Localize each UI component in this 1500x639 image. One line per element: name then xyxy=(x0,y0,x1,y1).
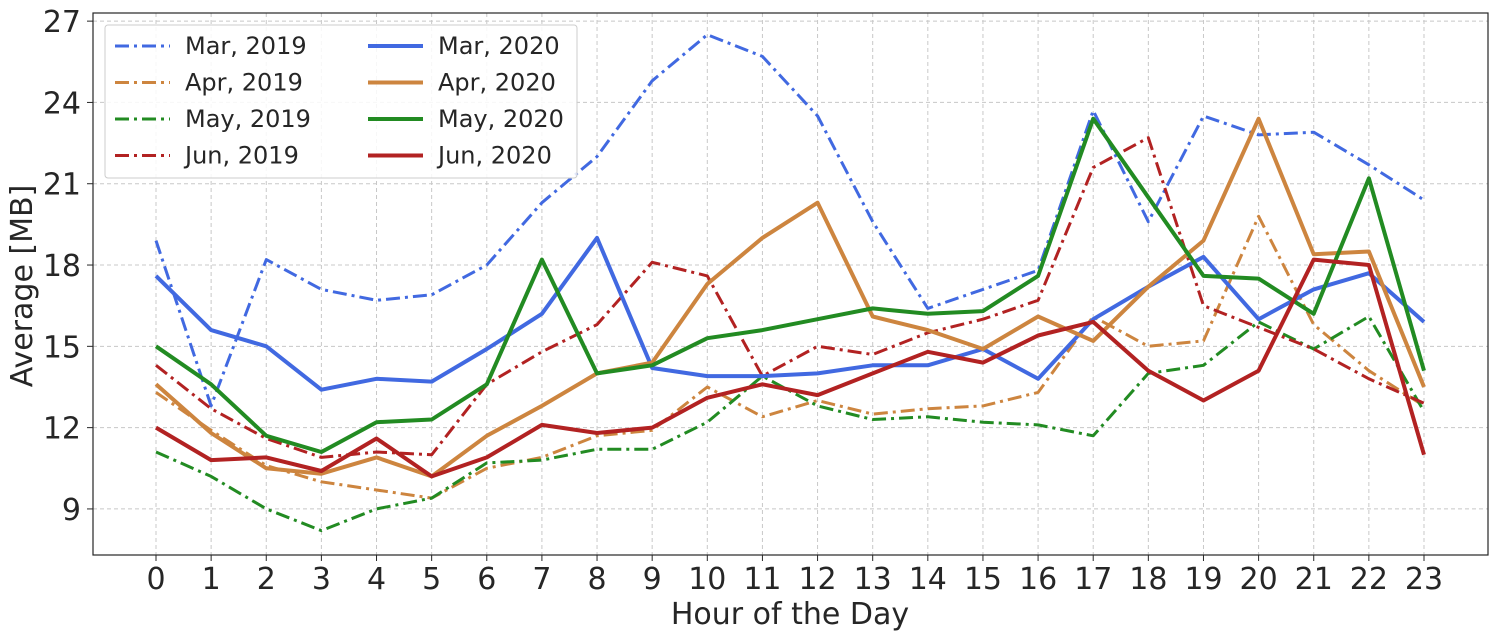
x-tick-label: 19 xyxy=(1184,562,1222,597)
series-line-jun-2019 xyxy=(155,136,1425,459)
x-tick-label: 9 xyxy=(643,562,662,597)
y-tick-label: 9 xyxy=(62,493,81,528)
x-tick-label: 21 xyxy=(1295,562,1333,597)
legend-label: May, 2020 xyxy=(438,105,564,133)
x-tick-label: 12 xyxy=(798,562,836,597)
x-tick-label: 1 xyxy=(202,562,221,597)
x-tick-label: 2 xyxy=(257,562,276,597)
x-tick-label: 10 xyxy=(688,562,726,597)
y-tick-label: 27 xyxy=(43,5,81,40)
x-tick-label: 17 xyxy=(1074,562,1112,597)
x-tick-label: 5 xyxy=(422,562,441,597)
series-line-may-2020 xyxy=(154,116,1426,454)
series-line-apr-2020 xyxy=(154,116,1426,479)
series-line-apr-2019 xyxy=(155,214,1425,500)
x-tick-label: 6 xyxy=(477,562,496,597)
x-tick-label: 4 xyxy=(367,562,386,597)
y-tick-label: 12 xyxy=(43,412,81,447)
y-tick-label: 18 xyxy=(43,249,81,284)
x-tick-label: 18 xyxy=(1129,562,1167,597)
legend: Mar, 2019 Apr, 2019 May, 2019 Jun, 2019 Mar,… xyxy=(104,24,578,179)
y-tick-label: 24 xyxy=(43,86,81,121)
x-tick-label: 23 xyxy=(1405,562,1443,597)
x-tick-label: 20 xyxy=(1240,562,1278,597)
x-tick-label: 8 xyxy=(587,562,606,597)
series-line-mar-2019 xyxy=(154,33,1425,408)
x-tick-label: 15 xyxy=(964,562,1002,597)
legend-box xyxy=(104,24,578,179)
x-axis-title: Hour of the Day xyxy=(671,597,909,632)
x-tick-label: 16 xyxy=(1019,562,1057,597)
legend-label: Mar, 2019 xyxy=(185,32,307,60)
x-tick-label: 7 xyxy=(532,562,551,597)
y-tick-labels: 9 12 15 18 21 24 27 xyxy=(43,5,93,528)
x-tick-label: 13 xyxy=(854,562,892,597)
x-tick-label: 0 xyxy=(146,562,165,597)
series-line-jun-2020 xyxy=(154,257,1426,479)
legend-label: May, 2019 xyxy=(185,105,311,133)
y-axis-title: Average [MB] xyxy=(5,185,40,388)
legend-label: Mar, 2020 xyxy=(438,32,560,60)
legend-label: Apr, 2019 xyxy=(185,69,303,97)
legend-label: Apr, 2020 xyxy=(438,69,556,97)
x-tick-labels: 0 1 2 3 4 5 6 7 8 9 10 11 12 13 14 15 16 17 18 19 20 21 22 23 xyxy=(146,555,1443,597)
plot-frame xyxy=(92,12,1489,556)
x-tick-label: 3 xyxy=(312,562,331,597)
x-tick-label: 11 xyxy=(743,562,781,597)
y-tick-label: 21 xyxy=(43,168,81,203)
series-layer xyxy=(154,33,1426,533)
legend-label: Jun, 2020 xyxy=(436,142,552,170)
series-line-mar-2020 xyxy=(154,235,1426,392)
x-tick-label: 14 xyxy=(909,562,947,597)
legend-label: Jun, 2019 xyxy=(183,142,299,170)
y-tick-label: 15 xyxy=(43,330,81,365)
x-tick-label: 22 xyxy=(1350,562,1388,597)
